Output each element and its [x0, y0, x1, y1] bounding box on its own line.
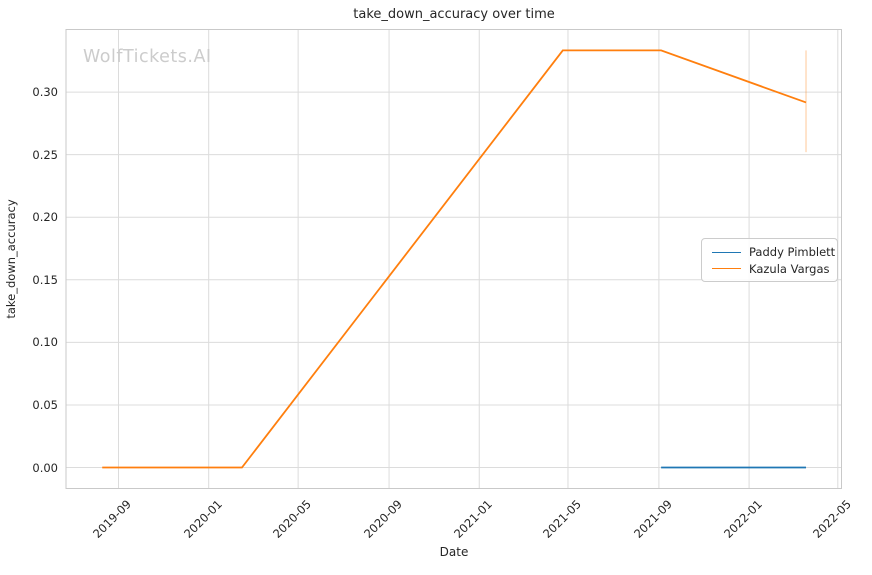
- y-tick-label-0.10: 0.10: [32, 335, 58, 350]
- legend-line-sample-orange: [712, 268, 741, 270]
- series-line-kazula-vargas: [102, 49, 807, 469]
- legend-label: Paddy Pimblett: [749, 245, 836, 260]
- legend-entry-kazula-vargas: Kazula Vargas: [712, 261, 830, 278]
- y-tick-label-0.05: 0.05: [32, 397, 58, 412]
- legend-line-sample-blue: [712, 251, 741, 253]
- legend: Paddy Pimblett Kazula Vargas: [701, 238, 838, 282]
- watermark: WolfTickets.AI: [83, 47, 212, 67]
- chart-title: take_down_accuracy over time: [353, 7, 555, 22]
- legend-label: Kazula Vargas: [749, 261, 830, 276]
- y-tick-label-0.00: 0.00: [32, 460, 58, 475]
- x-axis-label: Date: [439, 545, 469, 559]
- y-tick-label-0.25: 0.25: [32, 147, 58, 162]
- legend-entry-paddy-pimblett: Paddy Pimblett: [712, 244, 835, 261]
- y-tick-label-0.20: 0.20: [32, 210, 58, 225]
- y-tick-label-0.15: 0.15: [32, 272, 58, 287]
- y-tick-label-0.30: 0.30: [32, 85, 58, 100]
- plot-border: [65, 29, 842, 489]
